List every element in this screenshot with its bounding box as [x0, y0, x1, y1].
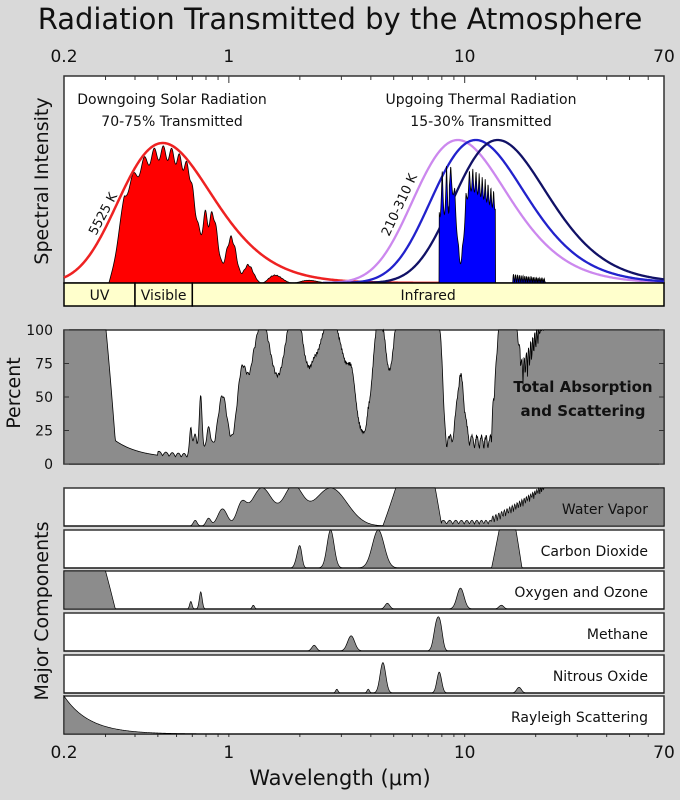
- component-panel-rayleigh-scattering: [63, 695, 665, 735]
- y-tick-label: 50: [35, 390, 53, 406]
- thermal-subtitle: 15-30% Transmitted: [410, 114, 551, 130]
- thermal-title: Upgoing Thermal Radiation: [386, 92, 577, 108]
- band-label-uv: UV: [90, 288, 110, 304]
- component-label-methane: Methane: [587, 627, 648, 643]
- thermal-transmitted-area: [428, 165, 555, 284]
- top-tick-label: 70: [653, 47, 675, 67]
- x-axis-label: Wavelength (μm): [249, 766, 431, 790]
- component-panel-methane: [63, 612, 665, 652]
- top-tick-label: 10: [454, 47, 476, 67]
- component-area-nitrous-oxide: [64, 662, 664, 694]
- total-label-line2: and Scattering: [520, 402, 645, 420]
- bottom-tick-label: 0.2: [50, 743, 77, 763]
- top-tick-label: 1: [223, 47, 234, 67]
- top-tick-label: 0.2: [50, 47, 77, 67]
- component-area-oxygen-and-ozone: [63, 570, 664, 610]
- component-area-rayleigh-scattering: [63, 694, 664, 735]
- bottom-tick-label: 70: [653, 743, 675, 763]
- bottom-tick-label: 1: [223, 743, 234, 763]
- component-area-methane: [64, 616, 664, 652]
- y-tick-label: 0: [44, 457, 53, 473]
- bottom-tick-label: 10: [454, 743, 476, 763]
- y-tick-label: 100: [26, 323, 53, 339]
- band-label-visible: Visible: [141, 288, 187, 304]
- thermal-curve-310k: [322, 138, 665, 285]
- component-label-nitrous-oxide: Nitrous Oxide: [553, 669, 648, 685]
- band-infrared: [191, 282, 665, 307]
- total-absorption-area: [63, 328, 665, 465]
- solar-title: Downgoing Solar Radiation: [77, 92, 267, 108]
- solar-subtitle: 70-75% Transmitted: [101, 114, 242, 130]
- band-label-infrared: Infrared: [401, 288, 456, 304]
- thermal-curve-210k: [322, 138, 665, 285]
- component-panel-oxygen-and-ozone: [63, 570, 665, 610]
- component-label-water-vapor: Water Vapor: [562, 502, 648, 518]
- chart-title: Radiation Transmitted by the Atmosphere: [37, 2, 643, 36]
- component-label-rayleigh-scattering: Rayleigh Scattering: [511, 710, 648, 726]
- component-label-oxygen-and-ozone: Oxygen and Ozone: [514, 585, 648, 601]
- thermal-curve-260k: [322, 138, 665, 285]
- component-label-carbon-dioxide: Carbon Dioxide: [541, 544, 648, 560]
- y-tick-label: 25: [35, 424, 53, 440]
- component-area-water-vapor: [64, 487, 665, 527]
- y-tick-label: 75: [35, 357, 53, 373]
- total-label-line1: Total Absorption: [513, 378, 652, 396]
- component-area-carbon-dioxide: [64, 529, 664, 569]
